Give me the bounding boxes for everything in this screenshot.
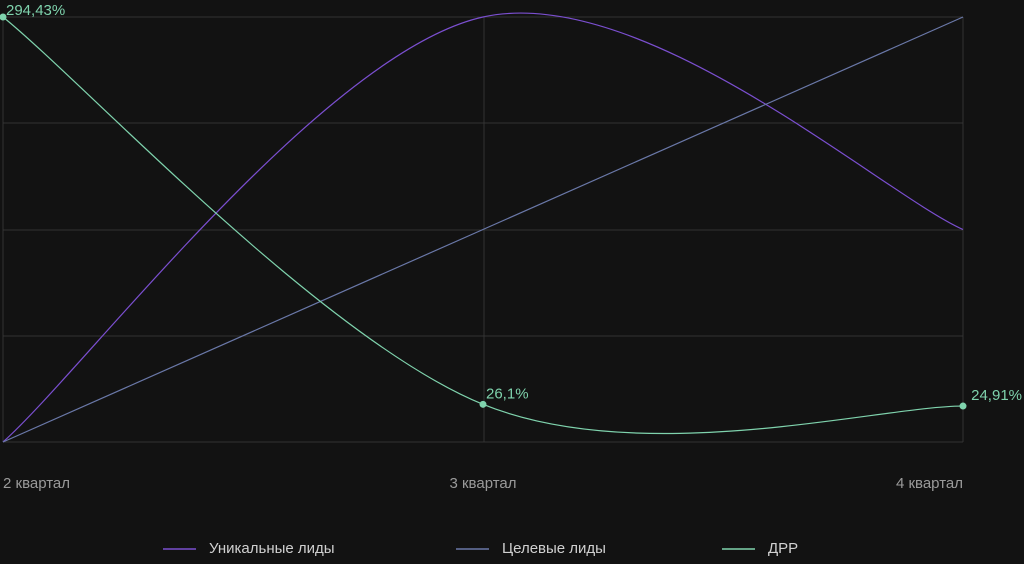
x-tick-label: 4 квартал: [896, 475, 963, 492]
data-point: [479, 400, 487, 408]
legend-label: Целевые лиды: [502, 540, 606, 557]
series-line: [2, 12, 964, 443]
data-label: 26,1%: [486, 385, 529, 402]
data-label: 24,91%: [971, 387, 1022, 404]
x-tick-label: 3 квартал: [449, 475, 516, 492]
data-point: [0, 13, 7, 21]
x-tick-label: 2 квартал: [3, 475, 70, 492]
data-point: [959, 402, 967, 410]
series-line: [2, 16, 964, 435]
legend-label: ДРР: [768, 540, 798, 557]
data-label: 294,43%: [6, 2, 65, 19]
series-line: [2, 16, 964, 443]
legend-label: Уникальные лиды: [209, 540, 335, 557]
